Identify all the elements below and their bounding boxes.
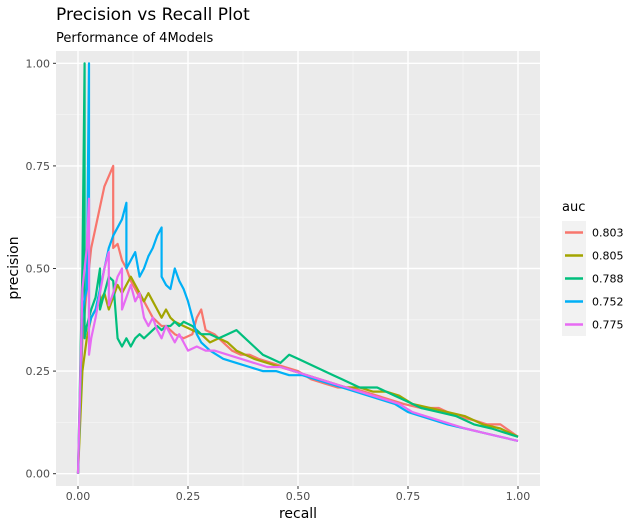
y-tick-label: 0.50 xyxy=(26,263,51,276)
y-axis-title: precision xyxy=(6,236,22,299)
legend-label: 0.788 xyxy=(592,273,624,286)
x-tick-label: 0.75 xyxy=(396,490,421,503)
x-axis-title: recall xyxy=(279,506,317,522)
y-tick-label: 0.75 xyxy=(26,160,51,173)
legend-label: 0.775 xyxy=(592,319,624,332)
legend-label: 0.803 xyxy=(592,227,624,240)
x-tick-label: 0.00 xyxy=(66,490,91,503)
chart-subtitle: Performance of 4Models xyxy=(56,31,213,46)
legend-label: 0.805 xyxy=(592,250,624,263)
x-axis-ticks: 0.00 0.25 0.50 0.75 1.00 xyxy=(66,486,531,503)
legend: auc 0.803 0.805 0.788 0.752 0.775 xyxy=(562,200,624,336)
x-tick-label: 0.25 xyxy=(176,490,201,503)
legend-title: auc xyxy=(562,200,585,215)
y-axis-ticks: 0.00 0.25 0.50 0.75 1.00 xyxy=(26,57,56,481)
y-tick-label: 1.00 xyxy=(26,57,51,70)
x-tick-label: 0.50 xyxy=(286,490,311,503)
series-lines xyxy=(76,62,519,474)
y-tick-label: 0.25 xyxy=(26,365,51,378)
series-line-0.803 xyxy=(76,164,519,474)
series-line-0.775 xyxy=(76,197,519,474)
series-line-0.752 xyxy=(76,62,519,474)
x-tick-label: 1.00 xyxy=(506,490,531,503)
legend-label: 0.752 xyxy=(592,296,624,309)
legend-items: 0.803 0.805 0.788 0.752 0.775 xyxy=(562,221,624,336)
chart-title: Precision vs Recall Plot xyxy=(56,5,250,25)
y-tick-label: 0.00 xyxy=(26,468,51,481)
